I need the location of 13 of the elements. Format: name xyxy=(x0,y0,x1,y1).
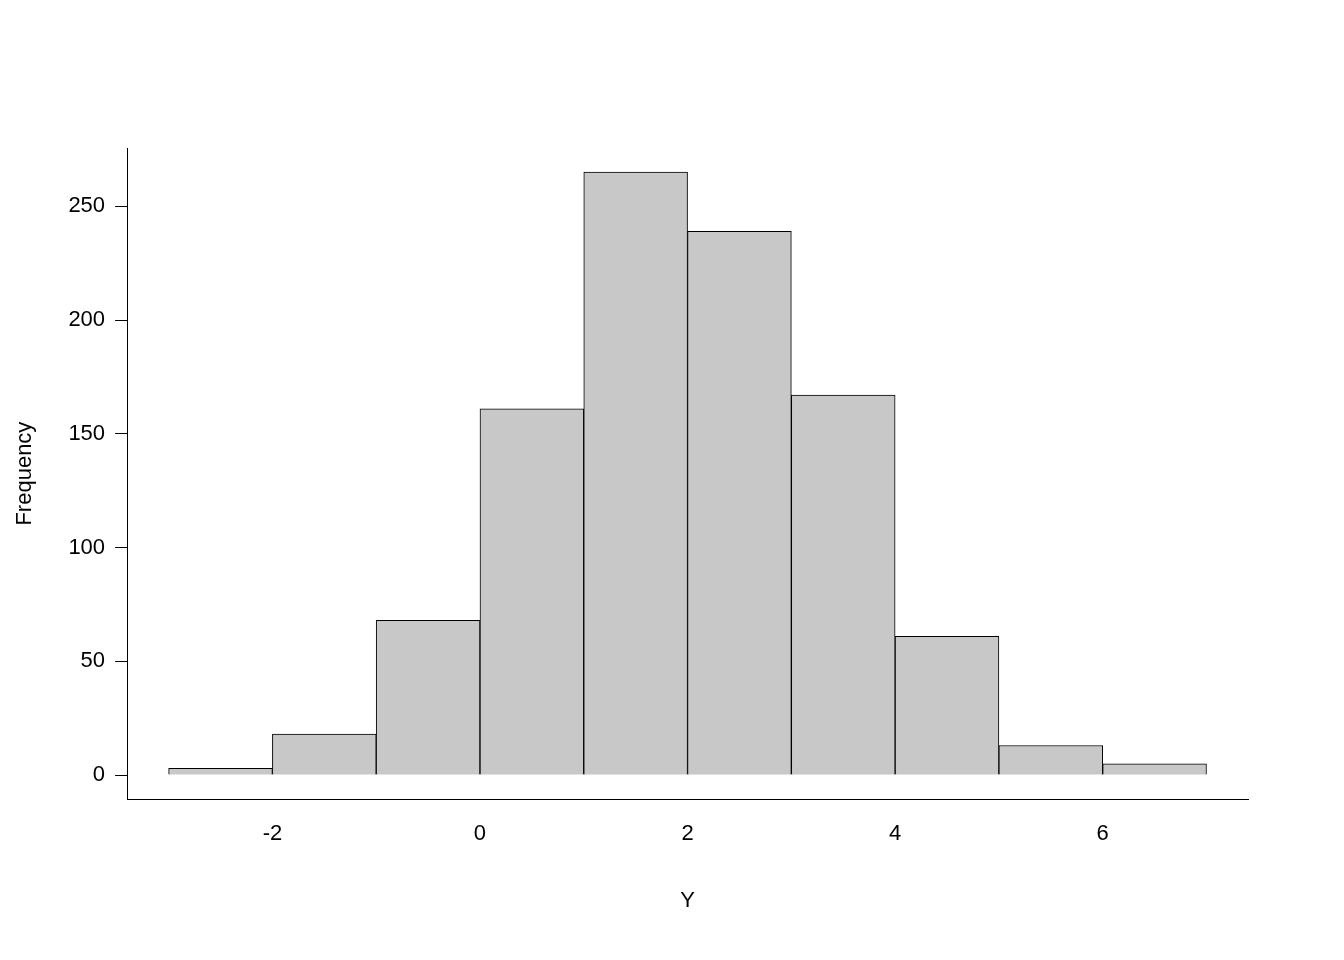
x-axis-title: Y xyxy=(680,886,696,912)
y-tick-label: 0 xyxy=(92,761,106,787)
y-tick-label: 50 xyxy=(80,647,106,673)
y-tick-label: 250 xyxy=(68,192,106,218)
x-tick-label: 2 xyxy=(681,820,694,846)
y-tick-label: 200 xyxy=(68,306,106,332)
y-tick-label: 100 xyxy=(68,533,106,559)
y-tick-label: 150 xyxy=(68,419,106,445)
x-tick-label: 4 xyxy=(889,820,902,846)
x-tick-label: -2 xyxy=(262,820,283,846)
x-tick-label: 0 xyxy=(473,820,487,846)
y-axis-title: Frequency xyxy=(11,421,37,526)
x-tick-label: 6 xyxy=(1096,820,1109,846)
